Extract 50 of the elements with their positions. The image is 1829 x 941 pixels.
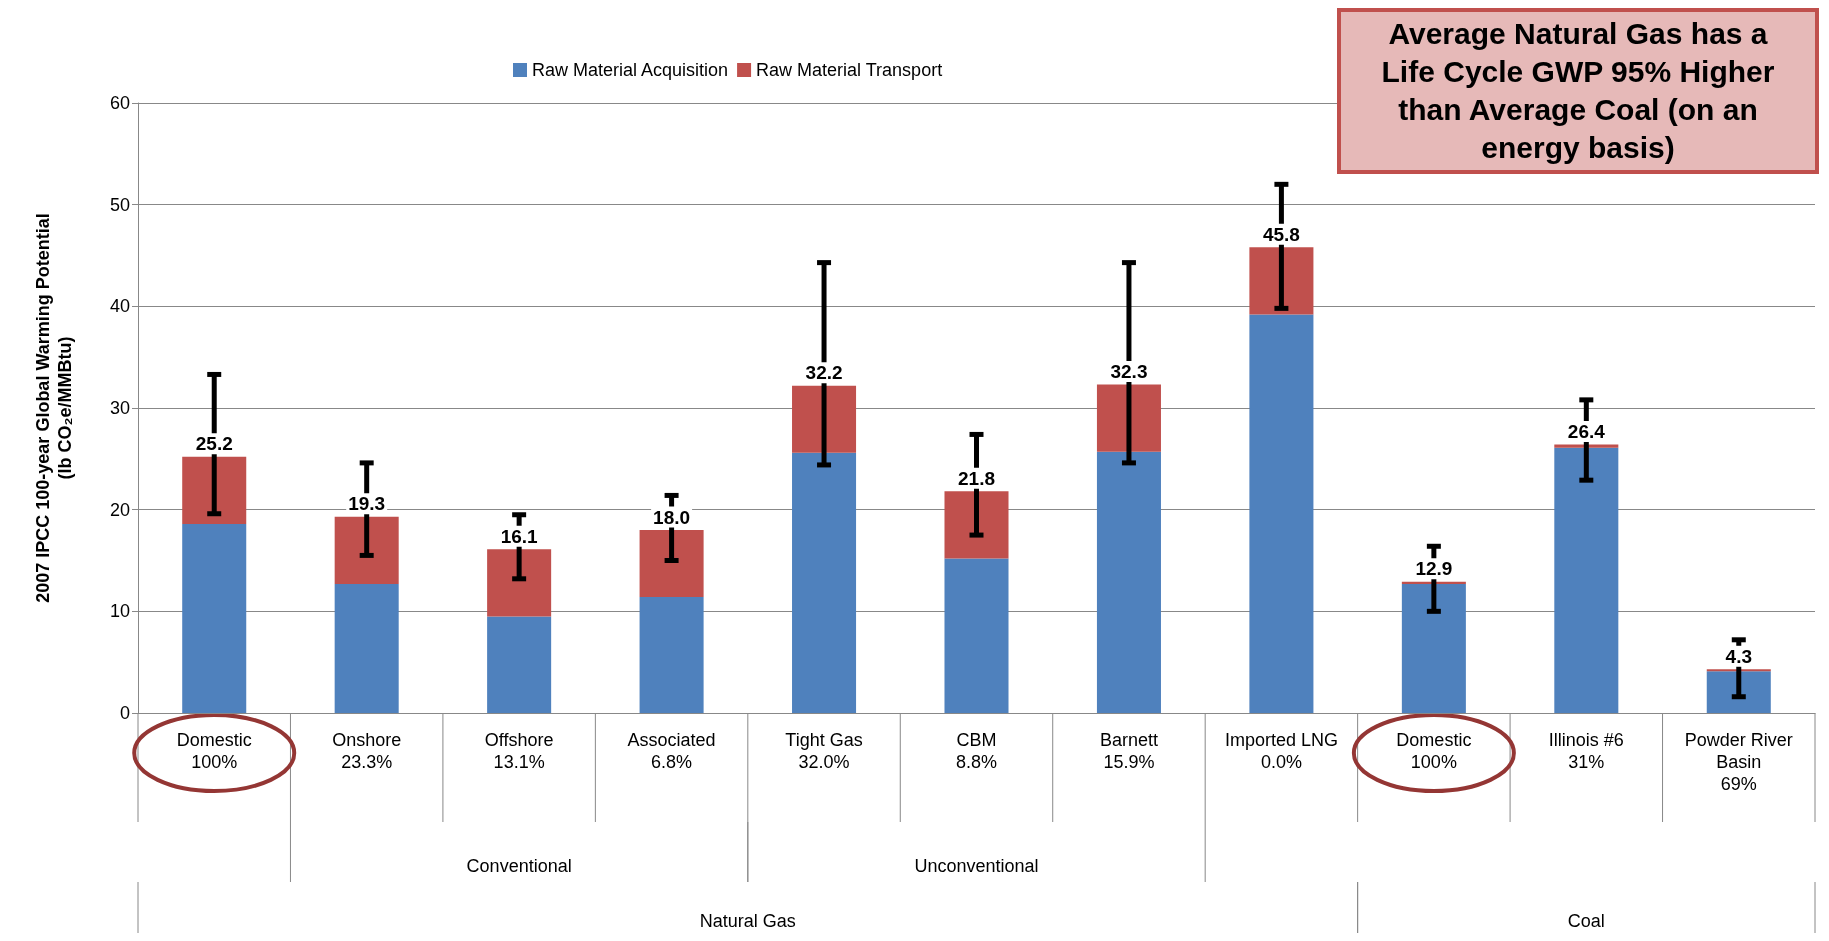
legend-label: Raw Material Transport (756, 60, 943, 80)
y-tick-label: 40 (109, 296, 130, 317)
total-label: 32.3 (1110, 361, 1148, 383)
y-tick-label: 60 (109, 93, 130, 113)
bar (639, 530, 704, 598)
x-tick-label: Tight Gas 32.0% (785, 730, 863, 772)
x-tick-label: Domestic 100% (1396, 730, 1472, 772)
bar (1706, 669, 1771, 672)
bar (1554, 447, 1619, 713)
callout-box: Average Natural Gas has a Life Cycle GWP 95% Higher than Average Coal (on an energy basis) (1337, 8, 1819, 174)
x-tick-label: Imported LNG 0.0% (1224, 730, 1338, 772)
y-tick-label: 10 (109, 601, 130, 622)
text: Unconventional (914, 856, 1039, 876)
total-label: 45.8 (1262, 223, 1300, 245)
y-tick-label: 30 (109, 398, 130, 418)
total-label: 21.8 (958, 467, 995, 489)
bar (1401, 581, 1466, 584)
bar (1554, 444, 1619, 448)
y-axis-title: 2007 IPCC 100-year Global Warming Potential (lb CO₂e/MMBtu) (33, 213, 75, 603)
y-tick-label: 20 (109, 499, 130, 520)
x-tick-label: Domestic 100% (176, 730, 252, 772)
x-tick-label: Barnett 15.9% (1099, 730, 1158, 772)
bar (792, 452, 857, 713)
text: Coal (1567, 911, 1605, 931)
total-label: 32.2 (805, 362, 843, 384)
x-tick-label: Onshore 23.3% (332, 730, 402, 772)
x-tick-label: Illinois #6 31% (1548, 730, 1624, 772)
total-label: 26.4 (1567, 421, 1606, 443)
bar (639, 597, 704, 713)
total-label: 12.9 (1415, 558, 1453, 580)
bar (1249, 314, 1314, 713)
total-label: 16.1 (500, 525, 539, 547)
total-label: 25.2 (195, 433, 233, 455)
x-tick-label: Powder River Basin 69% (1684, 730, 1793, 794)
legend-label: Raw Material Acquisition (532, 60, 729, 80)
y-tick-label: 50 (109, 194, 130, 215)
x-tick-label: CBM 8.8% (955, 730, 998, 772)
bar (1096, 451, 1161, 713)
y-tick-label: 0 (119, 703, 130, 723)
bar (487, 616, 552, 713)
x-tick-label: Associated 6.8% (627, 730, 716, 772)
total-label: 18.0 (653, 506, 691, 528)
total-label: 19.3 (348, 493, 386, 515)
bar (487, 549, 552, 617)
bar (334, 583, 399, 713)
text: Natural Gas (699, 911, 796, 931)
total-label: 4.3 (1725, 645, 1752, 667)
text: Conventional (466, 856, 572, 876)
x-tick-label: Offshore 13.1% (484, 730, 554, 772)
bar (944, 558, 1009, 713)
